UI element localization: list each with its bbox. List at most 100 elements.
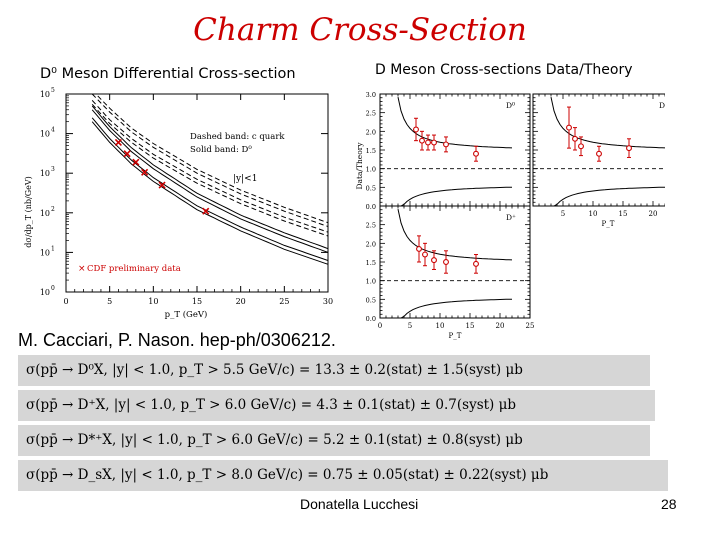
left-y-tick-exp: 2 — [51, 206, 55, 213]
formula-ds: σ(pp̄ → D_sX, |y| < 1.0, p_T > 8.0 GeV/c… — [18, 460, 668, 491]
ratio-x-tick-label: 10 — [436, 322, 445, 330]
ratio-data-point — [473, 150, 479, 157]
left-y-tick-base: 10 — [40, 288, 50, 297]
formula-d0: σ(pp̄ → D⁰X, |y| < 1.0, p_T > 5.5 GeV/c)… — [18, 355, 650, 386]
ratio-data-point — [416, 245, 422, 252]
formula-dplus: σ(pp̄ → D⁺X, |y| < 1.0, p_T > 6.0 GeV/c)… — [18, 390, 655, 421]
ratio-x-tick-label: 20 — [649, 210, 658, 218]
theory-lower-curve — [398, 186, 513, 207]
theory-upper-curve — [550, 96, 665, 149]
ratio-x-tick-label: 25 — [526, 322, 535, 330]
d0-band-curve — [91, 109, 328, 253]
cdf-data-label: CDF preliminary data — [87, 264, 181, 274]
ratio-y-tick-label: 2.5 — [366, 110, 376, 118]
c-quark-band-curve — [91, 94, 328, 227]
legend-solid-band: Solid band: D⁰ — [190, 145, 252, 155]
left-y-tick-exp: 4 — [51, 127, 55, 134]
ratio-y-tick-label: 2.5 — [366, 222, 376, 230]
left-chart-title: D⁰ Meson Differential Cross-section — [40, 66, 296, 82]
right-plot-area: 0.0 0.5 1.0 1.5 2.0 2.5 3.0 D⁰ 5 10 15 20 25 P_T D*⁺ 0 5… — [366, 91, 665, 340]
ratio-data-point — [431, 139, 437, 146]
left-y-tick-base: 10 — [40, 130, 50, 139]
ratio-x-tick-label: 5 — [561, 210, 565, 218]
citation: M. Cacciari, P. Nason. hep-ph/0306212. — [18, 330, 336, 350]
ratio-x-axis-label: P_T — [602, 220, 615, 228]
ratio-x-axis-label: P_T — [449, 332, 462, 340]
data-theory-ratio-chart: D Meson Cross-sections Data/Theory 0.0 0.… — [350, 56, 665, 346]
ratio-data-point — [572, 135, 578, 142]
left-y-axis-label: dσ/dp_T (nb/GeV) — [24, 176, 33, 248]
cdf-data-point-cross — [202, 207, 210, 215]
ratio-data-point — [431, 257, 437, 264]
theory-upper-curve — [397, 208, 513, 261]
left-y-tick-base: 10 — [40, 248, 50, 257]
ratio-y-tick-label: 3.0 — [366, 91, 376, 99]
left-y-tick-base: 10 — [40, 209, 50, 218]
ratio-data-point — [578, 143, 584, 150]
cdf-data-point-cross — [158, 181, 166, 189]
d0-band-curve — [91, 117, 328, 261]
left-x-tick-label: 25 — [279, 297, 289, 306]
ratio-y-tick-label: 0.5 — [366, 184, 376, 192]
c-quark-band-curve — [95, 94, 328, 224]
ratio-panel-label: D*⁺ — [659, 101, 665, 110]
left-y-tick-base: 10 — [40, 90, 50, 99]
ratio-x-tick-label: 20 — [496, 322, 505, 330]
ratio-y-tick-label: 1.0 — [366, 166, 376, 174]
ratio-data-point — [419, 137, 425, 144]
left-x-tick-label: 10 — [148, 297, 158, 306]
ratio-y-tick-label: 2.0 — [366, 128, 376, 136]
ratio-data-point — [425, 139, 431, 146]
slide-title: Charm Cross-Section — [193, 12, 527, 48]
left-y-tick-exp: 5 — [51, 87, 55, 94]
ratio-data-point — [443, 141, 449, 148]
ratio-data-point — [566, 124, 572, 131]
ratio-x-tick-label: 10 — [589, 210, 598, 218]
ratio-y-tick-label: 1.0 — [366, 278, 376, 286]
c-quark-band-curve — [91, 103, 328, 237]
left-x-tick-label: 0 — [63, 297, 68, 306]
ratio-x-tick-label: 15 — [619, 210, 628, 218]
rapidity-label: |y|<1 — [233, 174, 257, 184]
cdf-data-point-cross — [114, 138, 122, 146]
formula-dstar: σ(pp̄ → D*⁺X, |y| < 1.0, p_T > 6.0 GeV/c… — [18, 425, 650, 456]
left-x-tick-label: 20 — [236, 297, 246, 306]
ratio-y-tick-label: 0.5 — [366, 296, 376, 304]
theory-lower-curve — [398, 298, 513, 319]
right-chart-title: D Meson Cross-sections Data/Theory — [375, 62, 633, 78]
left-y-tick-exp: 3 — [51, 166, 55, 173]
right-y-axis-label: Data/Theory — [355, 142, 364, 190]
left-chart-bg — [18, 56, 340, 326]
left-y-tick-base: 10 — [40, 169, 50, 178]
cdf-data-point-cross — [141, 168, 149, 176]
ratio-y-tick-label: 1.5 — [366, 259, 376, 267]
ratio-y-tick-label: 0.0 — [366, 203, 376, 211]
left-x-tick-label: 15 — [192, 297, 202, 306]
ratio-y-tick-label: 0.0 — [366, 315, 376, 323]
cdf-data-marker: × — [78, 264, 86, 274]
left-x-tick-label: 30 — [323, 297, 333, 306]
footer-author: Donatella Lucchesi — [300, 496, 419, 512]
ratio-data-point — [443, 259, 449, 265]
ratio-x-tick-label: 15 — [466, 322, 475, 330]
d0-cross-section-chart: D⁰ Meson Differential Cross-section 0 5 10… — [18, 56, 340, 326]
c-quark-band-curve — [91, 100, 328, 233]
ratio-x-tick-label: 5 — [408, 322, 412, 330]
cdf-data-point-cross — [123, 150, 131, 158]
left-curves-group — [91, 94, 328, 265]
right-chart-bg — [350, 56, 665, 346]
left-y-tick-exp: 0 — [51, 285, 55, 292]
ratio-data-point — [596, 150, 602, 157]
theory-upper-curve — [397, 96, 513, 149]
d0-band-curve — [91, 121, 328, 265]
d0-band-curve — [91, 105, 328, 250]
ratio-data-point — [413, 126, 419, 133]
ratio-data-point — [422, 251, 428, 258]
page-number: 28 — [661, 496, 677, 512]
ratio-data-point — [626, 145, 632, 152]
ratio-panel-label: D⁰ — [506, 101, 515, 110]
ratio-panel-label: D⁺ — [506, 213, 516, 222]
legend-dashed-band: Dashed band: c quark — [190, 132, 285, 142]
theory-lower-curve — [551, 186, 665, 207]
